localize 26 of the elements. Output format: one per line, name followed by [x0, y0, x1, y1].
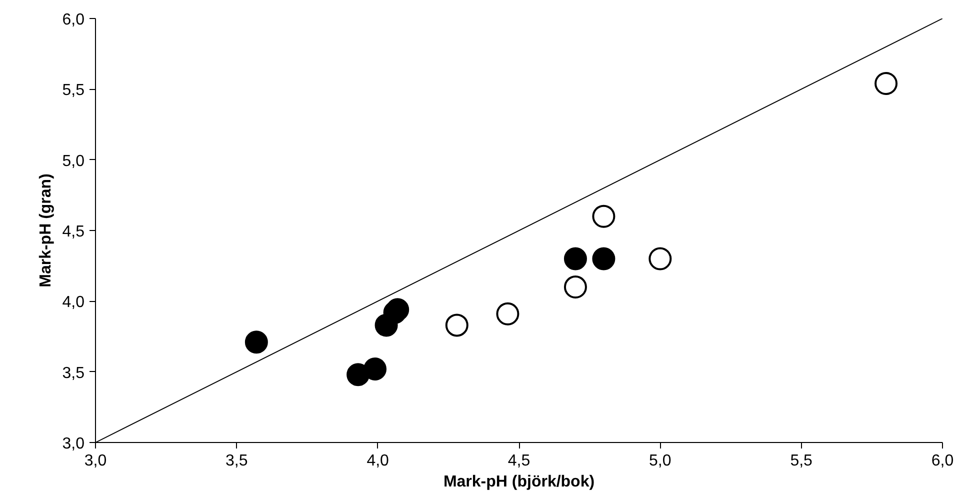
point	[648, 247, 672, 270]
point	[592, 204, 616, 228]
x-tick-label: 3,5	[226, 452, 248, 470]
y-axis-title: Mark-pH (gran)	[37, 174, 54, 288]
point	[244, 330, 268, 354]
point	[564, 247, 587, 270]
y-tick-label: 5,5	[62, 82, 85, 100]
x-tick-label: 6,0	[931, 452, 954, 470]
y-tick-label: 3,0	[62, 436, 85, 452]
point	[874, 72, 898, 95]
x-tick-label: 3,0	[84, 452, 107, 470]
x-tick-label: 5,0	[649, 452, 672, 470]
y-tick-label: 4,5	[62, 224, 85, 240]
y-tick-label: 3,5	[62, 364, 85, 382]
y-tick-label: 6,0	[62, 12, 85, 28]
point	[364, 358, 387, 380]
x-axis-title: Mark-pH (björk/bok)	[443, 474, 595, 490]
point	[445, 314, 468, 337]
x-tick-label: 4,5	[508, 452, 530, 470]
point	[496, 302, 520, 326]
y-tick-label: 4,0	[62, 294, 85, 312]
x-tick-label: 4,0	[366, 452, 390, 470]
y-tick-label: 5,0	[62, 152, 85, 170]
point	[592, 247, 616, 270]
point	[564, 276, 587, 299]
x-tick-label: 5,5	[790, 452, 813, 470]
